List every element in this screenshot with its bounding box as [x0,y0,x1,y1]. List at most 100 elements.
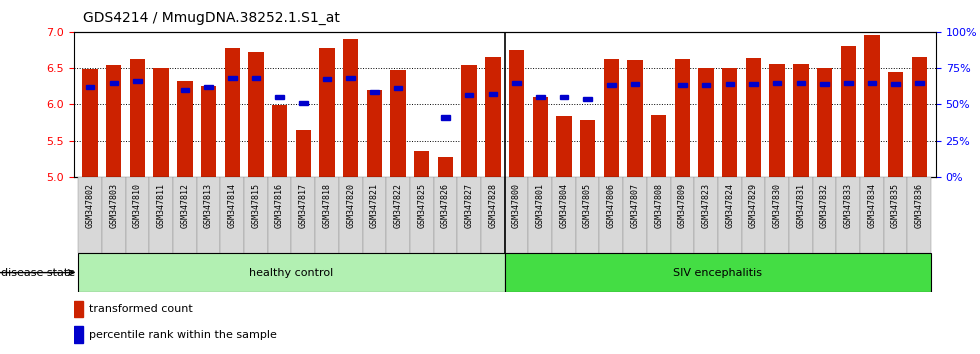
Bar [462,65,477,177]
Bar [604,59,619,177]
Bar [725,82,734,86]
Bar [789,177,812,253]
Bar [410,177,433,253]
Text: GSM347835: GSM347835 [891,183,900,228]
Bar [836,177,860,253]
Bar [746,58,761,177]
Bar [505,253,931,292]
Text: GSM347836: GSM347836 [914,183,924,228]
Bar [367,90,382,177]
Bar [670,177,694,253]
Bar [583,97,592,101]
Bar [220,177,244,253]
Bar [177,81,192,177]
Text: GSM347823: GSM347823 [702,183,710,228]
Bar [268,177,291,253]
Bar [458,177,481,253]
Bar [812,177,836,253]
Bar [674,59,690,177]
Bar [907,177,931,253]
Text: GSM347813: GSM347813 [204,183,213,228]
Bar [299,101,308,105]
Bar [154,68,169,177]
Bar [749,82,758,86]
Bar [129,59,145,177]
Bar [441,115,450,120]
Bar [915,81,923,85]
Bar [370,90,378,94]
Bar [125,177,149,253]
Bar [647,177,670,253]
Text: GDS4214 / MmugDNA.38252.1.S1_at: GDS4214 / MmugDNA.38252.1.S1_at [83,11,340,25]
Text: GSM347833: GSM347833 [844,183,853,228]
Bar [74,326,83,343]
Bar [678,83,687,87]
Bar [271,105,287,177]
Bar [722,68,738,177]
Text: GSM347805: GSM347805 [583,183,592,228]
Text: GSM347815: GSM347815 [252,183,261,228]
Text: GSM347807: GSM347807 [630,183,640,228]
Bar [343,39,359,177]
Bar [82,69,98,177]
Bar [489,92,497,96]
Text: GSM347800: GSM347800 [512,183,521,228]
Bar [102,177,125,253]
Text: GSM347822: GSM347822 [394,183,403,228]
Text: GSM347830: GSM347830 [772,183,782,228]
Bar [769,64,785,177]
Bar [864,35,880,177]
Bar [244,177,268,253]
Text: GSM347828: GSM347828 [488,183,498,228]
Bar [765,177,789,253]
Text: GSM347826: GSM347826 [441,183,450,228]
Text: GSM347825: GSM347825 [417,183,426,228]
Bar [797,81,806,85]
Bar [204,85,213,89]
Text: GSM347810: GSM347810 [133,183,142,228]
Bar [86,85,94,89]
Bar [884,177,907,253]
Bar [201,86,217,177]
Text: healthy control: healthy control [249,268,333,278]
Bar [532,97,548,177]
Bar [275,95,284,99]
Text: SIV encephalitis: SIV encephalitis [673,268,762,278]
Bar [78,253,505,292]
Bar [841,46,856,177]
Bar [860,177,884,253]
Bar [580,120,595,177]
Bar [536,95,545,99]
Text: transformed count: transformed count [89,304,193,314]
Bar [552,177,576,253]
Bar [322,77,331,81]
Bar [481,177,505,253]
Text: GSM347802: GSM347802 [85,183,95,228]
Text: GSM347827: GSM347827 [465,183,473,228]
Bar [773,81,781,85]
Bar [576,177,600,253]
Bar [528,177,552,253]
Text: GSM347809: GSM347809 [678,183,687,228]
Bar [505,177,528,253]
Text: GSM347804: GSM347804 [560,183,568,228]
Text: GSM347806: GSM347806 [607,183,615,228]
Bar [888,73,904,177]
Bar [228,75,236,80]
Bar [173,177,197,253]
Bar [892,82,900,86]
Bar [252,76,261,80]
Bar [180,88,189,92]
Bar [78,177,102,253]
Text: GSM347818: GSM347818 [322,183,331,228]
Text: GSM347831: GSM347831 [797,183,806,228]
Bar [133,79,142,83]
Bar [817,68,832,177]
Bar [631,82,639,86]
Bar [600,177,623,253]
Text: GSM347834: GSM347834 [867,183,876,228]
Bar [623,177,647,253]
Text: disease state: disease state [1,268,75,278]
Text: GSM347812: GSM347812 [180,183,189,228]
Bar [911,57,927,177]
